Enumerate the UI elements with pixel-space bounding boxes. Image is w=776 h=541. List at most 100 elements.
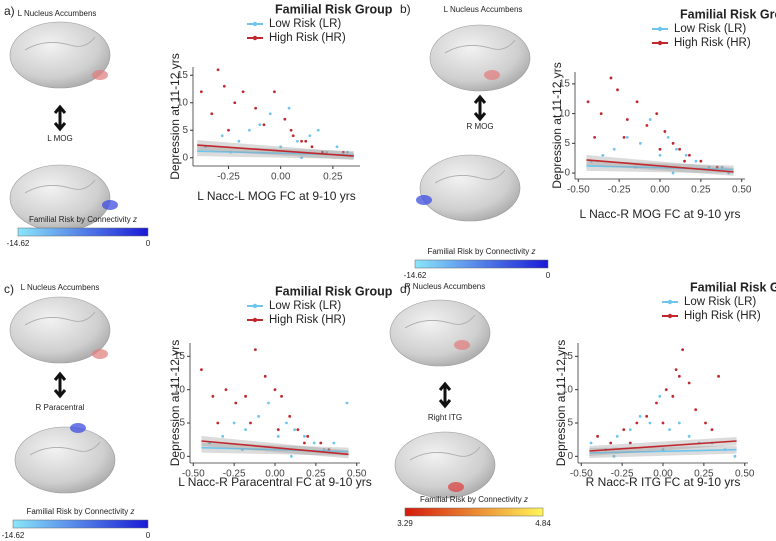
point: [589, 441, 593, 445]
y-tick-label: 15: [174, 351, 186, 362]
brain-sulcus: [24, 311, 96, 326]
x-axis-label: L Nacc-R Paracentral FC at 9-10 yrs: [178, 475, 372, 489]
region-label: R Nucleus Accumbens: [405, 282, 485, 291]
x-tick-label: 0.00: [271, 172, 291, 183]
region-label: R MOG: [466, 122, 493, 131]
point: [674, 368, 678, 372]
point: [668, 428, 671, 432]
point: [628, 428, 632, 432]
x-tick-label: -0.25: [223, 469, 246, 480]
y-tick-label: 5: [179, 418, 185, 429]
legend-swatch-point: [252, 317, 258, 323]
point: [671, 171, 675, 175]
point: [674, 147, 678, 151]
legend-title: Familial Risk Group: [680, 7, 776, 21]
brain-sulcus: [24, 36, 96, 51]
fit-line: [589, 440, 737, 452]
point: [599, 112, 603, 116]
brain-sulcus: [444, 39, 516, 54]
point: [663, 130, 667, 133]
colorbar-title-text: Familial Risk by Connectivity: [427, 247, 529, 256]
brain-region: [484, 70, 500, 80]
point: [233, 101, 237, 105]
colorbar-title-text: Familial Risk by Connectivity: [29, 215, 131, 224]
x-tick-label: 0.25: [694, 469, 714, 480]
brain-sulcus: [24, 179, 96, 194]
legend-swatch-point: [667, 313, 673, 319]
point: [296, 428, 300, 432]
legend-swatch-point: [667, 299, 673, 305]
legend-swatch-point: [657, 26, 663, 32]
region-label: R Paracentral: [36, 403, 85, 412]
colorbar-tick-label: 0: [546, 271, 551, 280]
point: [616, 88, 619, 92]
point: [678, 147, 682, 151]
legend-label: Low Risk (LR): [684, 296, 756, 308]
brain-region: [92, 349, 108, 359]
legend-swatch-point: [252, 303, 258, 309]
connection-arrow: [473, 94, 487, 122]
point: [263, 374, 267, 378]
point: [596, 434, 600, 438]
point: [300, 139, 303, 143]
brain: [389, 299, 491, 367]
point: [210, 112, 214, 116]
y-tick-label: 10: [177, 97, 189, 108]
point: [666, 135, 670, 139]
legend-label: High Risk (HR): [684, 310, 761, 322]
point: [234, 401, 238, 405]
x-tick-label: -0.50: [182, 469, 205, 480]
y-tick-label: 15: [177, 70, 189, 81]
legend-title: Familial Risk Group: [275, 2, 393, 16]
y-tick-label: 0: [567, 451, 573, 462]
point: [586, 100, 590, 104]
x-tick-label: 0.00: [265, 469, 285, 480]
point: [268, 112, 272, 116]
x-tick-label: 0.50: [735, 469, 755, 480]
point: [346, 150, 349, 154]
panel-label: b): [400, 2, 411, 16]
colorbar-title: Familial Risk by Connectivity z: [29, 215, 137, 224]
brain: [9, 21, 111, 89]
y-tick-label: 10: [559, 108, 571, 119]
point: [310, 145, 314, 149]
colorbar-tick-label: 0: [146, 531, 151, 540]
point: [687, 434, 691, 438]
brain-region: [448, 482, 464, 492]
legend-label: Low Risk (LR): [269, 300, 341, 312]
point: [727, 171, 731, 175]
colorbar-symbol: z: [130, 507, 135, 516]
point: [289, 128, 293, 132]
point: [717, 374, 720, 378]
x-tick-label: -0.50: [567, 185, 590, 196]
point: [635, 100, 639, 104]
point: [704, 421, 707, 425]
x-tick-label: 0.25: [691, 185, 711, 196]
point: [216, 421, 220, 425]
point: [648, 421, 652, 425]
colorbar-tick-label: -14.62: [2, 531, 25, 540]
x-tick-label: 0.50: [347, 469, 367, 480]
colorbar: [17, 227, 149, 237]
point: [303, 434, 306, 438]
point: [247, 128, 251, 132]
brain: [429, 24, 531, 92]
x-tick-label: -0.25: [611, 469, 634, 480]
brain-sulcus: [434, 169, 506, 184]
colorbar-title: Familial Risk by Connectivity z: [420, 495, 528, 504]
legend-title: Familial Risk Group: [275, 284, 393, 298]
point: [312, 441, 316, 445]
colorbar-tick-label: 3.29: [397, 519, 413, 528]
region-label: L Nucleus Accumbens: [21, 283, 100, 292]
x-tick-label: -0.50: [570, 469, 593, 480]
brain-region: [454, 340, 470, 350]
colorbar-title-text: Familial Risk by Connectivity: [26, 507, 128, 516]
point: [645, 124, 649, 127]
y-tick-label: 5: [567, 418, 573, 429]
point: [628, 441, 632, 445]
point: [306, 434, 310, 438]
y-tick-label: 5: [182, 125, 188, 136]
point: [681, 348, 685, 352]
point: [227, 128, 230, 132]
